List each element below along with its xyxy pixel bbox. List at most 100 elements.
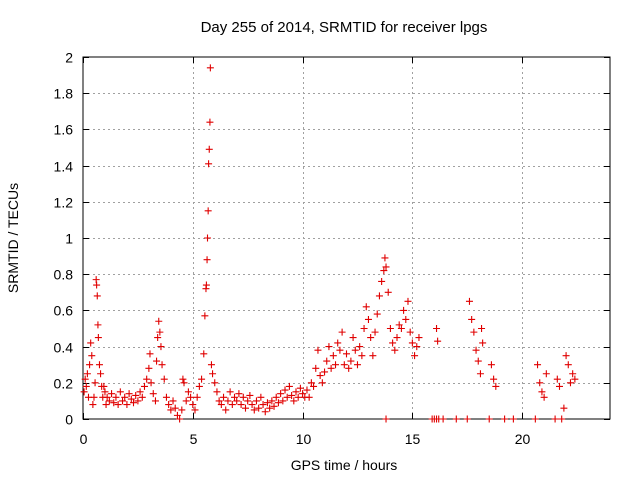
data-point xyxy=(281,386,289,394)
data-point xyxy=(198,375,206,383)
data-point xyxy=(472,346,480,354)
data-point xyxy=(349,334,357,342)
data-point xyxy=(217,401,225,409)
data-point xyxy=(130,399,138,407)
data-point xyxy=(203,256,211,264)
data-point xyxy=(204,234,212,242)
data-point xyxy=(237,401,245,409)
data-point xyxy=(195,382,203,390)
data-point xyxy=(391,346,399,354)
data-point xyxy=(158,361,166,369)
data-point xyxy=(213,388,221,396)
data-point xyxy=(156,328,164,336)
data-point xyxy=(180,379,188,387)
data-point xyxy=(138,393,146,401)
data-point xyxy=(112,393,120,401)
data-point xyxy=(560,404,568,412)
data-point xyxy=(220,393,228,401)
data-point xyxy=(206,64,214,72)
data-point xyxy=(167,406,175,414)
data-point xyxy=(90,393,98,401)
data-point xyxy=(153,357,161,365)
data-point xyxy=(179,375,187,383)
data-point xyxy=(553,375,561,383)
data-point xyxy=(356,343,364,351)
data-point xyxy=(246,391,254,399)
data-point xyxy=(211,379,219,387)
data-point xyxy=(125,390,133,398)
chart-title: Day 255 of 2014, SRMTID for receiver lpg… xyxy=(201,19,488,36)
data-point xyxy=(536,379,544,387)
data-point xyxy=(358,352,366,360)
data-point xyxy=(114,401,122,409)
data-point xyxy=(393,334,401,342)
x-tick-label: 0 xyxy=(80,431,88,447)
data-point xyxy=(228,401,236,409)
data-point xyxy=(233,397,241,405)
y-tick-label: 0.2 xyxy=(54,376,74,392)
data-point xyxy=(433,325,441,332)
y-tick-label: 0 xyxy=(65,412,73,428)
y-tick-label: 0.6 xyxy=(54,303,74,319)
data-point xyxy=(95,361,103,369)
data-point xyxy=(468,315,476,323)
data-point xyxy=(321,368,329,376)
data-point xyxy=(274,399,282,407)
data-point xyxy=(123,401,131,409)
data-point xyxy=(411,352,419,360)
data-point xyxy=(373,310,381,318)
y-tick-label: 1.6 xyxy=(54,122,74,138)
data-point xyxy=(252,397,260,405)
data-point xyxy=(384,288,392,296)
data-point xyxy=(487,361,495,369)
data-point xyxy=(314,346,322,354)
data-point xyxy=(215,397,223,405)
data-point xyxy=(542,370,550,378)
data-point xyxy=(332,361,340,369)
data-point xyxy=(154,334,162,342)
data-point xyxy=(402,315,410,323)
y-tick-label: 0.8 xyxy=(54,267,74,283)
data-point xyxy=(382,415,390,423)
data-point xyxy=(323,357,331,365)
data-point xyxy=(290,397,298,405)
data-point xyxy=(531,415,539,423)
data-point xyxy=(382,263,390,271)
data-point xyxy=(397,325,405,332)
data-point xyxy=(408,339,416,347)
data-point xyxy=(329,352,337,360)
data-point xyxy=(155,317,163,325)
data-point xyxy=(465,297,473,305)
data-point xyxy=(404,297,412,305)
data-point xyxy=(305,393,313,401)
data-point xyxy=(222,406,230,414)
data-point xyxy=(145,364,153,372)
y-tick-label: 1.2 xyxy=(54,195,74,211)
data-point xyxy=(386,325,394,332)
data-point xyxy=(364,315,372,323)
axis-ticks: 00.20.40.60.811.21.41.61.820 5 10 15 20 xyxy=(54,50,610,447)
data-point xyxy=(259,401,267,409)
data-point xyxy=(285,382,293,390)
data-point xyxy=(369,352,377,360)
data-point xyxy=(345,364,353,372)
data-point xyxy=(343,350,350,358)
data-point xyxy=(327,364,335,372)
y-axis-label: SRMTID / TECUs xyxy=(5,183,21,293)
data-point xyxy=(338,328,346,336)
data-point xyxy=(347,357,355,365)
data-point xyxy=(261,408,269,416)
data-point xyxy=(187,393,195,401)
x-tick-label: 10 xyxy=(296,431,312,447)
data-point xyxy=(235,390,243,398)
data-point xyxy=(400,306,408,314)
data-point xyxy=(569,370,577,378)
data-point xyxy=(108,390,116,398)
data-point xyxy=(485,415,493,423)
data-point xyxy=(555,382,563,390)
data-point xyxy=(93,292,101,300)
data-point xyxy=(389,339,397,347)
data-point xyxy=(360,325,368,332)
y-tick-label: 0.4 xyxy=(54,340,74,356)
